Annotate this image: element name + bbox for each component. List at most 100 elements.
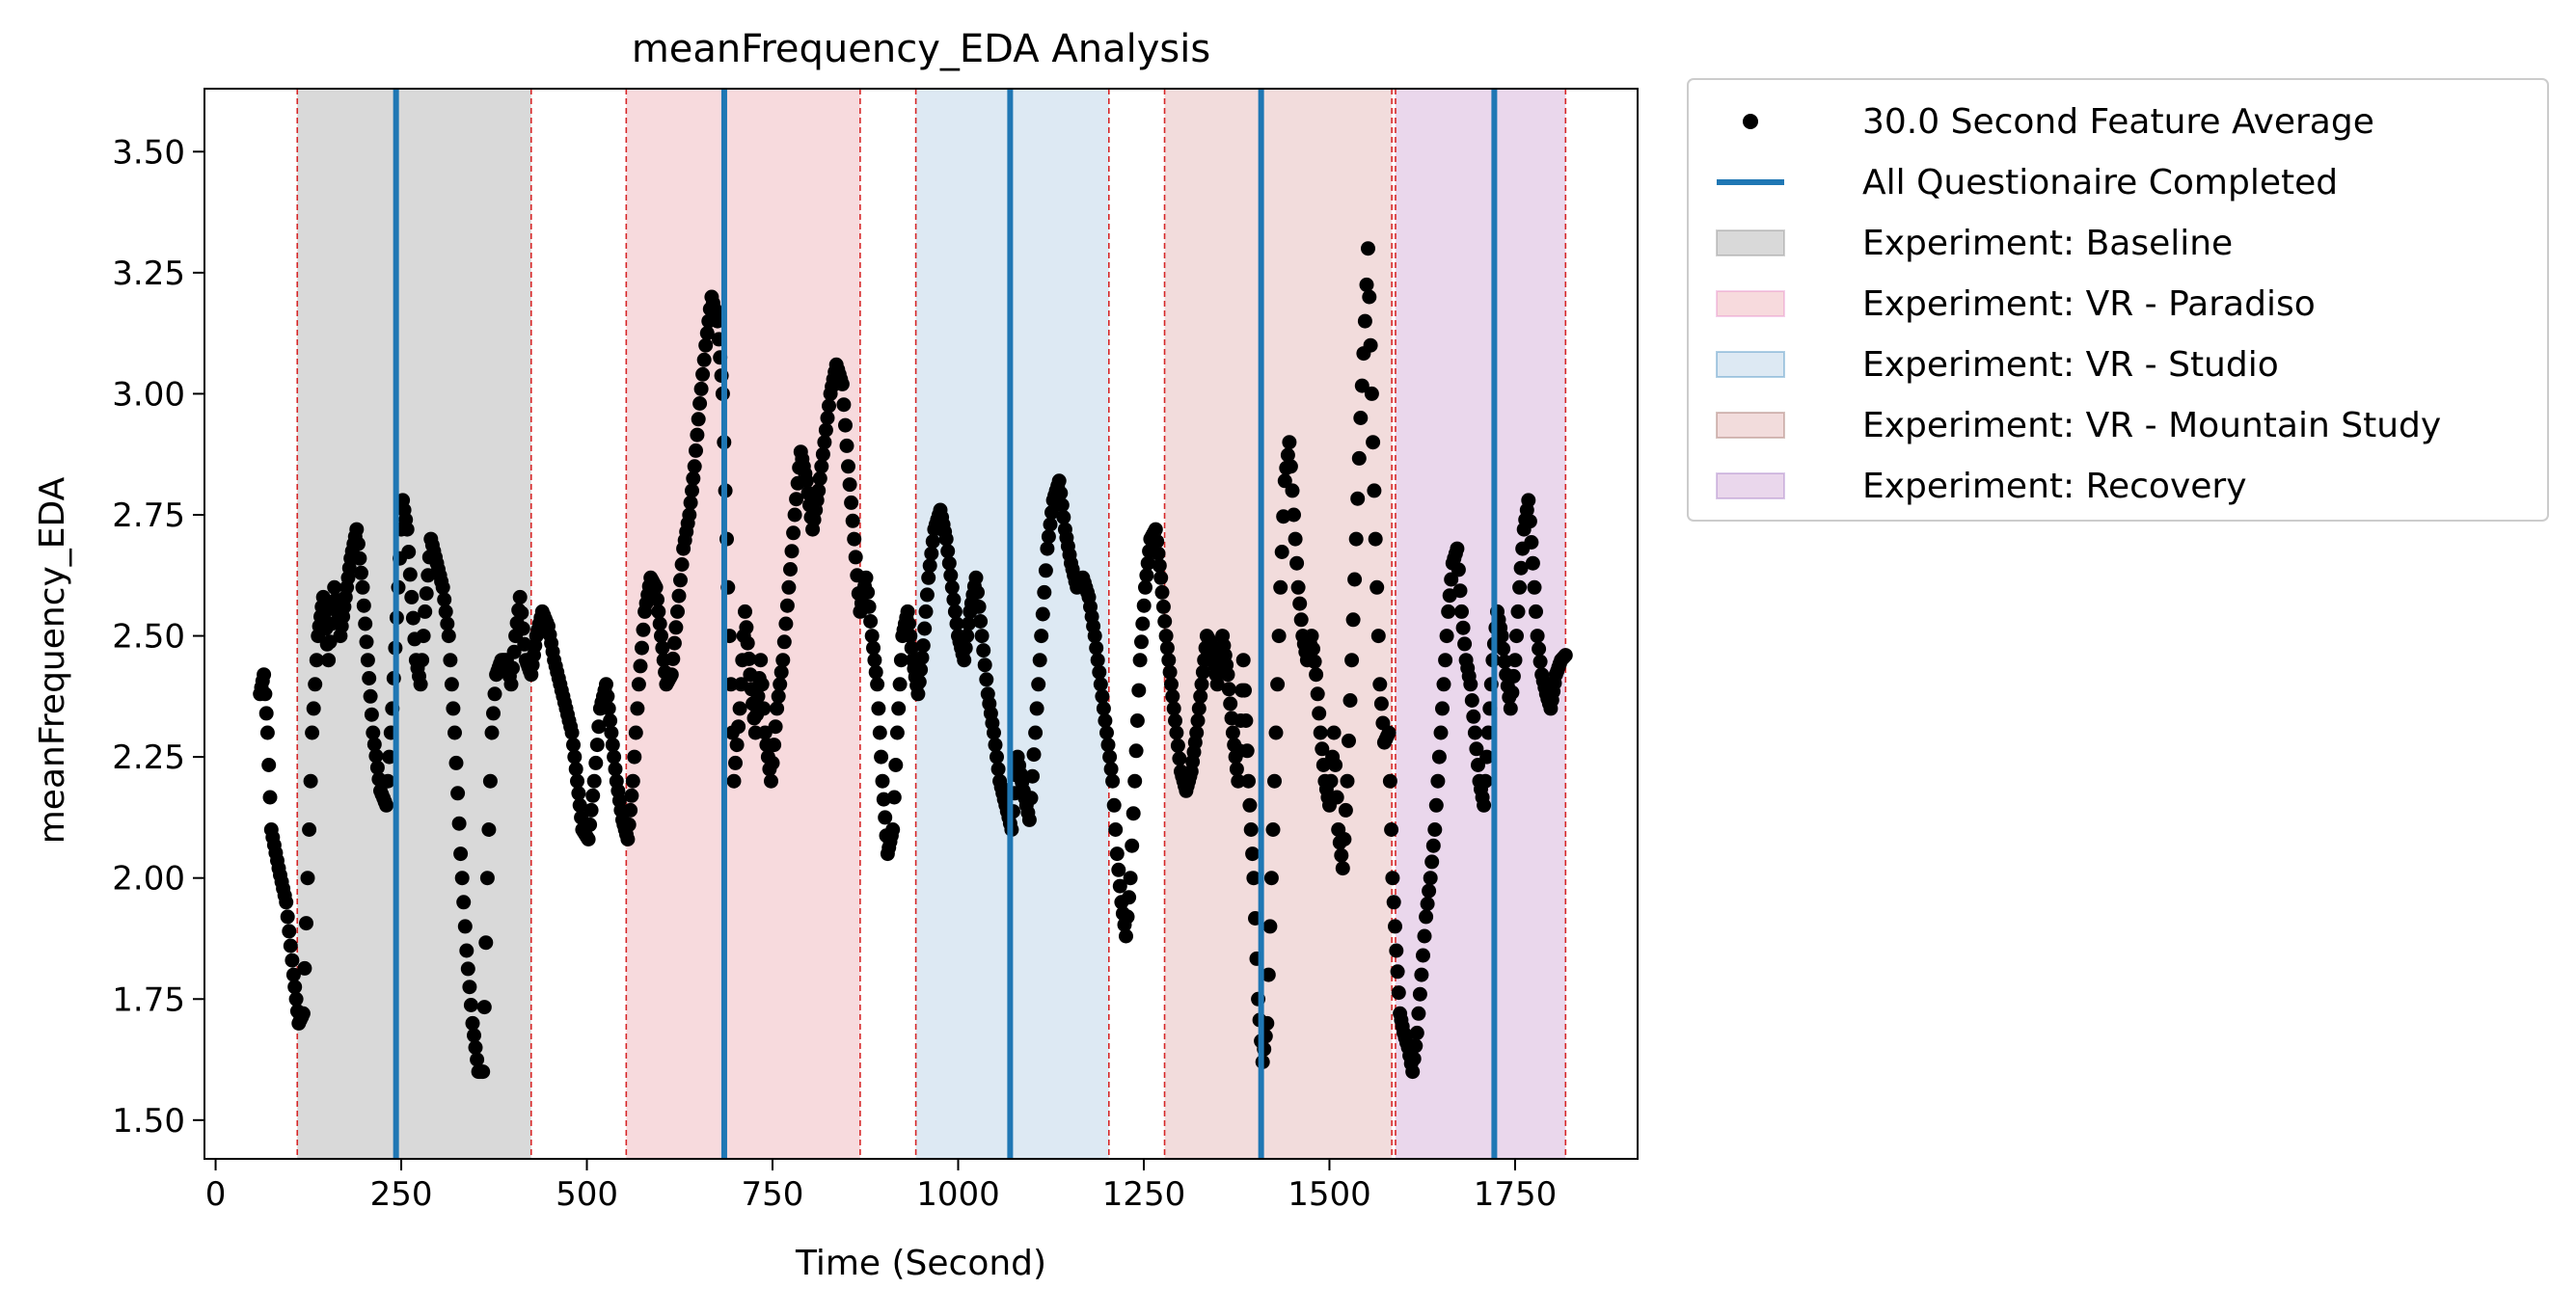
data-point-562 [1056, 510, 1071, 524]
legend-patch-4 [1716, 351, 1785, 378]
data-point-715 [1267, 773, 1282, 789]
data-point-307 [690, 427, 705, 443]
data-point-296 [674, 557, 690, 572]
data-point-733 [1293, 612, 1309, 628]
data-point-147 [463, 998, 478, 1012]
data-point-409 [836, 397, 852, 413]
data-point-92 [382, 749, 397, 765]
data-point-604 [1119, 928, 1133, 944]
data-point-819 [1417, 928, 1432, 944]
data-point-823 [1423, 871, 1438, 886]
data-point-618 [1138, 579, 1152, 595]
data-point-892 [1525, 555, 1540, 571]
data-point-798 [1388, 919, 1402, 934]
x-tick-label-4: 1000 [916, 1175, 1000, 1214]
data-point-455 [900, 604, 915, 619]
data-point-852 [1466, 709, 1481, 724]
data-point-746 [1313, 725, 1328, 740]
data-point-334 [728, 755, 743, 770]
data-point-23 [285, 953, 300, 968]
data-point-183 [515, 621, 530, 636]
data-point-915 [1558, 648, 1573, 663]
data-point-851 [1464, 693, 1479, 708]
data-point-725 [1282, 435, 1297, 450]
data-point-609 [1125, 806, 1141, 821]
data-point-591 [1099, 725, 1114, 740]
y-axis-ticks: 1.50 1.75 2.00 2.25 2.50 2.75 3.00 3.25 3.50 [112, 133, 204, 1141]
data-point-774 [1354, 378, 1369, 393]
data-point-560 [1053, 485, 1069, 500]
data-point-262 [627, 749, 642, 765]
data-point-260 [624, 788, 639, 803]
data-point-395 [815, 446, 830, 462]
data-point-295 [673, 573, 688, 588]
data-point-593 [1102, 749, 1118, 765]
data-point-794 [1382, 773, 1397, 789]
data-point-552 [1041, 529, 1056, 545]
y-tick-label-7: 3.25 [112, 255, 185, 293]
data-points [253, 241, 1573, 1080]
y-tick-label-0: 1.50 [112, 1102, 185, 1141]
data-point-235 [589, 738, 605, 753]
data-point-726 [1283, 459, 1298, 474]
data-point-150 [468, 1040, 483, 1055]
phase-bands [297, 89, 1566, 1159]
data-point-616 [1135, 616, 1151, 631]
data-point-372 [781, 579, 797, 595]
data-point-415 [845, 513, 860, 528]
data-point-26 [288, 991, 304, 1007]
data-point-553 [1043, 517, 1058, 532]
data-point-787 [1372, 677, 1388, 692]
data-point-81 [366, 725, 381, 740]
data-point-266 [633, 658, 648, 674]
data-point-77 [360, 653, 375, 668]
data-point-146 [462, 980, 477, 995]
data-point-175 [503, 677, 519, 692]
data-point-394 [814, 459, 829, 474]
legend-patch-5 [1716, 412, 1785, 439]
data-point-342 [739, 620, 754, 635]
data-point-366 [773, 677, 788, 692]
x-tick-label-0: 0 [205, 1175, 227, 1214]
data-point-218 [566, 738, 581, 753]
data-point-682 [1221, 682, 1236, 697]
data-point-80 [364, 707, 379, 722]
data-point-116 [418, 604, 433, 619]
data-point-740 [1304, 629, 1319, 644]
y-tick-label-3: 2.25 [112, 739, 185, 777]
data-point-132 [441, 629, 456, 644]
data-point-184 [517, 636, 532, 652]
data-point-71 [352, 551, 367, 566]
data-point-468 [917, 621, 933, 636]
data-point-473 [924, 546, 939, 561]
data-point-597 [1108, 822, 1124, 837]
data-point-229 [581, 832, 596, 846]
data-point-489 [947, 604, 963, 619]
data-point-605 [1120, 909, 1135, 925]
data-point-720 [1274, 545, 1289, 559]
data-point-539 [1021, 812, 1037, 827]
data-point-607 [1123, 871, 1138, 886]
data-point-433 [871, 701, 886, 716]
data-point-258 [621, 817, 637, 832]
data-point-128 [435, 579, 450, 595]
data-point-311 [695, 366, 711, 382]
data-point-613 [1131, 683, 1147, 698]
data-point-321 [710, 313, 725, 329]
data-point-308 [691, 412, 706, 427]
data-point-895 [1530, 629, 1545, 644]
data-point-470 [919, 587, 935, 603]
data-point-495 [957, 653, 972, 668]
data-point-181 [512, 589, 528, 604]
data-point-417 [848, 550, 863, 565]
data-point-599 [1111, 862, 1126, 877]
data-point-817 [1414, 967, 1429, 982]
data-point-373 [783, 562, 798, 577]
data-point-711 [1261, 967, 1276, 982]
data-point-799 [1389, 943, 1404, 958]
data-point-148 [465, 1015, 480, 1031]
data-point-701 [1246, 871, 1261, 886]
data-point-778 [1361, 241, 1375, 256]
data-point-732 [1292, 596, 1308, 611]
data-point-724 [1280, 447, 1295, 463]
